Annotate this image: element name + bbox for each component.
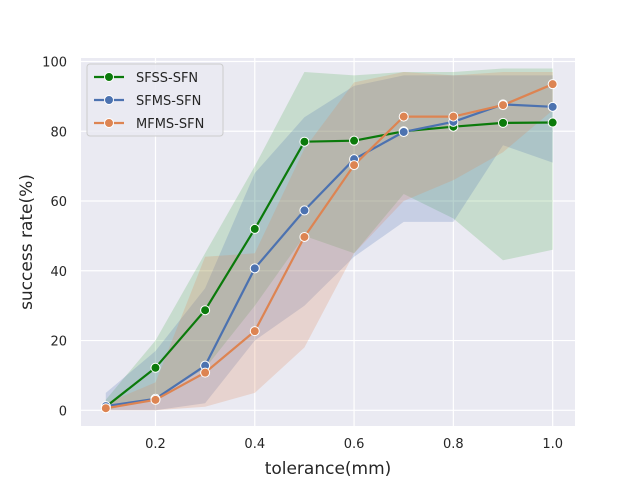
legend-label: MFMS-SFN (136, 117, 204, 132)
legend-marker (104, 95, 114, 105)
y-tick-label: 80 (50, 125, 67, 140)
y-axis-label: success rate(%) (17, 174, 37, 310)
data-point (150, 362, 161, 373)
data-point (349, 160, 360, 171)
data-point (150, 394, 161, 405)
legend: SFSS-SFN SFMS-SFN MFMS-SFN (86, 63, 224, 137)
confidence-band-sfss-sfn (105, 68, 553, 411)
series-line-sfms-sfn (105, 103, 553, 408)
data-point (249, 326, 260, 337)
data-point (547, 117, 558, 128)
legend-marker (104, 118, 114, 128)
x-tick-label: 0.2 (145, 437, 166, 452)
data-point (349, 135, 360, 146)
data-point (498, 117, 509, 128)
data-point (200, 305, 211, 316)
data-point (299, 231, 310, 242)
x-tick-label: 1.0 (542, 437, 563, 452)
data-point (398, 126, 409, 137)
data-point (249, 223, 260, 234)
data-point (299, 136, 310, 147)
x-tick-label: 0.4 (244, 437, 265, 452)
legend-marker (104, 72, 114, 82)
data-point (448, 111, 459, 122)
x-axis-label: tolerance(mm) (265, 459, 392, 479)
confidence-band-mfms-sfn (105, 72, 553, 411)
legend-label: SFSS-SFN (136, 71, 198, 86)
data-point (299, 205, 310, 216)
y-tick-label: 100 (42, 55, 67, 70)
data-point (498, 100, 509, 111)
data-point (200, 367, 211, 378)
data-point (398, 111, 409, 122)
legend-box (86, 63, 224, 137)
y-tick-label: 60 (50, 195, 67, 210)
confidence-band-sfms-sfn (105, 75, 553, 411)
data-point (249, 263, 260, 274)
data-point (547, 101, 558, 112)
series-line-mfms-sfn (105, 83, 554, 410)
x-tick-label: 0.6 (344, 437, 365, 452)
x-tick-label: 0.8 (443, 437, 464, 452)
data-point (547, 79, 558, 90)
y-tick-label: 40 (50, 265, 67, 280)
y-tick-label: 20 (50, 335, 67, 350)
y-tick-label: 0 (59, 404, 67, 419)
legend-label: SFMS-SFN (136, 94, 201, 109)
data-point (100, 403, 111, 414)
series-line-sfss-sfn (105, 121, 553, 408)
